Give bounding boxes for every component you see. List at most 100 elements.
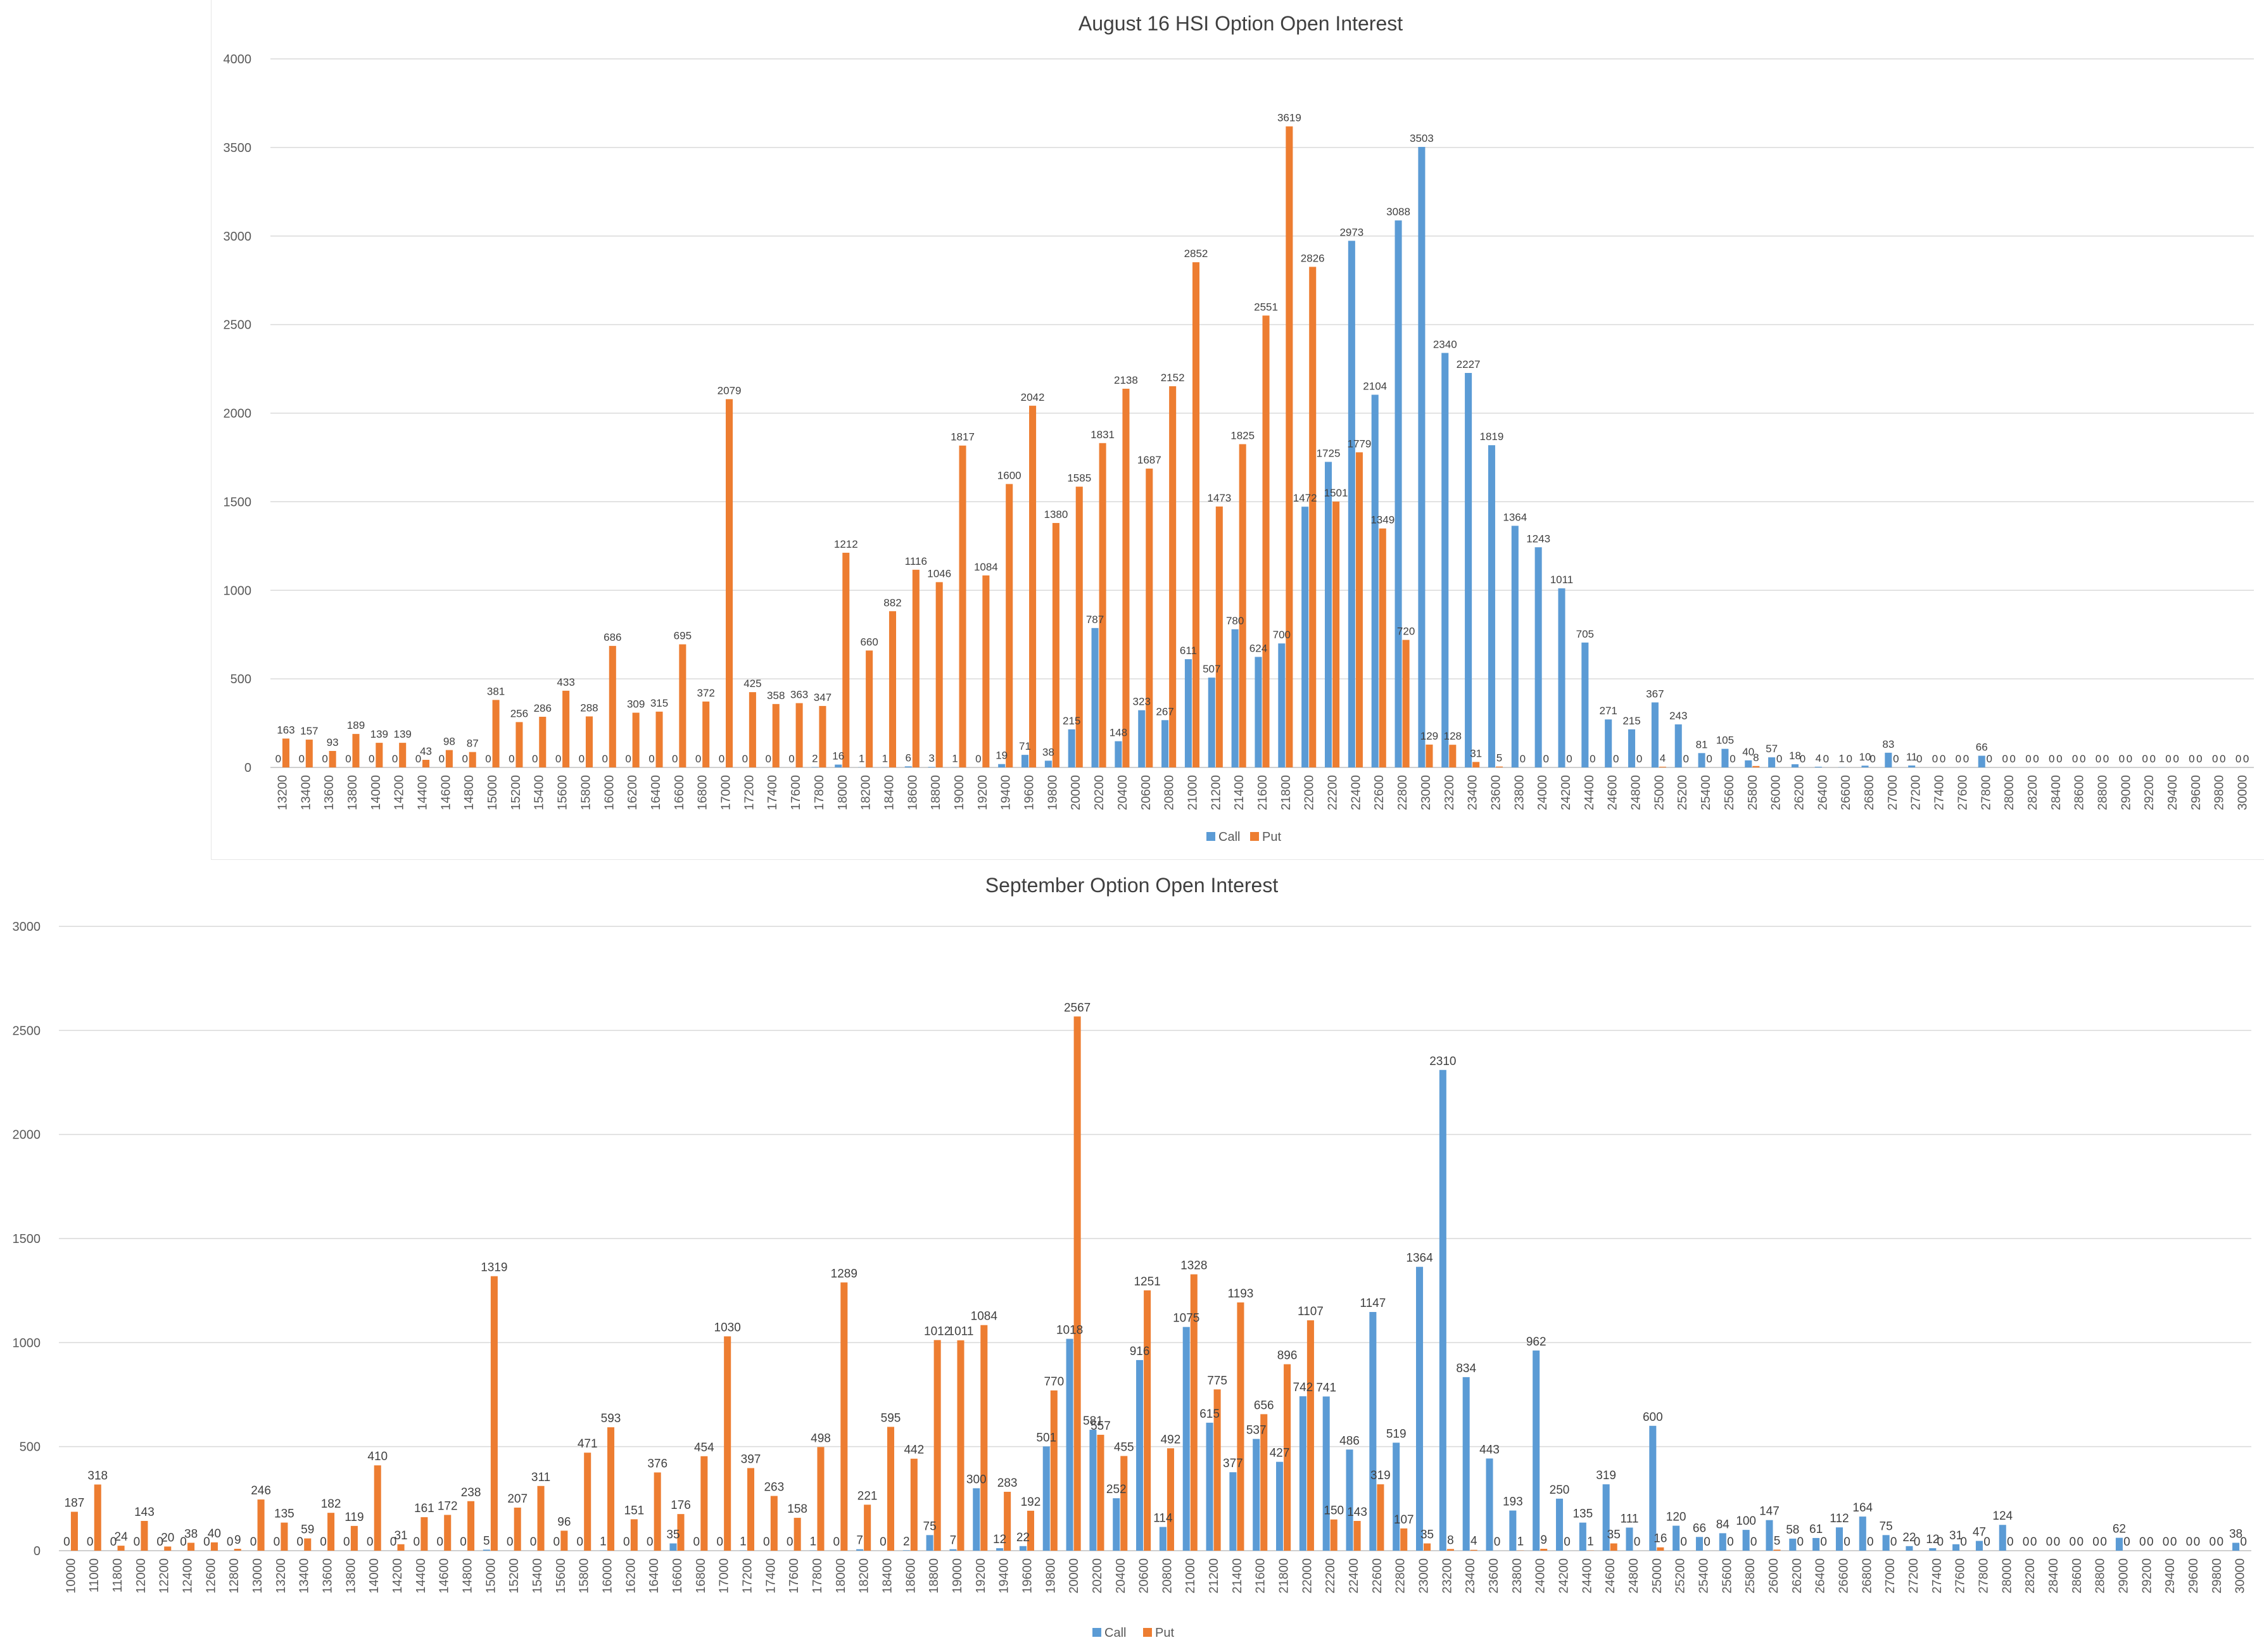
put-bar <box>1262 315 1270 767</box>
x-tick-label: 25200 <box>1674 1558 1688 1594</box>
call-data-label: 962 <box>1526 1335 1546 1349</box>
call-bar <box>1579 1522 1586 1551</box>
x-tick-label: 28200 <box>2026 775 2040 810</box>
put-bar <box>444 1515 452 1551</box>
call-bar <box>1066 1339 1073 1551</box>
call-bar <box>483 1549 490 1551</box>
put-bar <box>864 1504 871 1551</box>
x-tick-label: 26800 <box>1862 775 1876 810</box>
x-tick-label: 27000 <box>1886 775 1900 810</box>
call-data-label: 22 <box>1016 1531 1030 1544</box>
put-data-label: 770 <box>1044 1375 1064 1389</box>
put-bar <box>1449 745 1457 767</box>
call-bar <box>1393 1442 1400 1551</box>
legend-call-swatch <box>1092 1628 1101 1637</box>
x-tick-label: 24600 <box>1606 775 1620 810</box>
x-tick-label: 15000 <box>484 1558 498 1594</box>
x-tick-label: 28000 <box>2002 775 2016 810</box>
x-tick-label: 22800 <box>1396 775 1410 810</box>
put-data-label: 0 <box>1520 753 1526 765</box>
call-data-label: 0 <box>322 753 327 765</box>
put-data-label: 0 <box>2077 1535 2084 1549</box>
put-bar <box>655 711 663 767</box>
put-data-label: 0 <box>1704 1535 1711 1549</box>
put-bar <box>724 1336 731 1551</box>
x-tick-label: 25400 <box>1699 775 1713 810</box>
put-data-label: 286 <box>534 702 552 714</box>
put-data-label: 20 <box>161 1531 174 1544</box>
x-tick-label: 14200 <box>391 1558 405 1594</box>
call-data-label: 0 <box>2069 1535 2076 1549</box>
x-tick-label: 29400 <box>2163 1558 2177 1594</box>
x-tick-label: 18200 <box>859 775 873 810</box>
put-bar <box>935 582 943 767</box>
put-data-label: 0 <box>1940 753 1945 765</box>
put-data-label: 0 <box>1566 753 1572 765</box>
x-tick-label: 21400 <box>1232 775 1246 810</box>
call-bar <box>973 1488 980 1551</box>
call-bar <box>1766 1520 1773 1551</box>
call-data-label: 22 <box>1902 1531 1916 1544</box>
put-data-label: 288 <box>580 702 598 714</box>
x-tick-label: 29400 <box>2166 775 2180 810</box>
call-data-label: 0 <box>672 753 678 765</box>
put-data-label: 410 <box>367 1450 388 1463</box>
call-bar <box>1394 220 1402 768</box>
put-bar <box>376 743 383 767</box>
put-bar <box>304 1538 312 1551</box>
call-data-label: 114 <box>1153 1512 1173 1525</box>
x-tick-label: 18600 <box>904 1558 918 1594</box>
call-data-label: 0 <box>367 1535 374 1549</box>
put-bar <box>1029 405 1037 767</box>
x-tick-label: 26600 <box>1837 1558 1850 1594</box>
x-tick-label: 18000 <box>834 1558 848 1594</box>
call-data-label: 0 <box>579 753 585 765</box>
y-tick-label: 3000 <box>224 230 252 244</box>
put-data-label: 2138 <box>1114 374 1138 386</box>
put-data-label: 0 <box>2054 1535 2061 1549</box>
call-data-label: 0 <box>296 1535 303 1549</box>
call-data-label: 600 <box>1643 1411 1663 1424</box>
x-tick-label: 13400 <box>299 775 313 810</box>
put-data-label: 0 <box>2147 1535 2154 1549</box>
put-data-label: 1380 <box>1044 508 1068 520</box>
x-tick-label: 16200 <box>624 1558 638 1594</box>
put-bar <box>982 575 990 767</box>
september-legend: Call Put <box>1092 1626 1174 1640</box>
put-data-label: 0 <box>1963 753 1969 765</box>
put-data-label: 0 <box>2240 1535 2247 1549</box>
legend-put-label: Put <box>1262 830 1281 844</box>
call-bar <box>1136 1359 1144 1551</box>
august-x-ticks: 13200 13400 13600 13800 14000 14200 14400 14600… <box>275 775 2249 810</box>
put-data-label: 0 <box>1983 1535 1990 1549</box>
call-data-label: 787 <box>1086 614 1104 626</box>
september-chart-title: September Option Open Interest <box>985 874 1279 897</box>
x-tick-label: 27200 <box>1907 1558 1921 1594</box>
put-bar <box>1099 443 1106 767</box>
put-data-label: 0 <box>2033 753 2039 765</box>
x-tick-label: 17400 <box>766 775 780 810</box>
call-data-label: 193 <box>1503 1496 1523 1509</box>
y-tick-label: 1500 <box>224 495 252 509</box>
put-bar <box>1377 1484 1384 1551</box>
x-tick-label: 20000 <box>1069 775 1083 810</box>
call-bar <box>1462 1377 1470 1551</box>
call-data-label: 38 <box>2229 1528 2242 1541</box>
put-bar <box>819 705 826 767</box>
x-tick-label: 13400 <box>298 1558 312 1594</box>
put-bar <box>1146 469 1153 767</box>
call-data-label: 81 <box>1696 738 1708 750</box>
x-tick-label: 17800 <box>811 1558 825 1594</box>
put-data-label: 0 <box>2127 753 2132 765</box>
call-bar <box>835 764 842 767</box>
call-data-label: 0 <box>509 753 514 765</box>
put-data-label: 2551 <box>1254 301 1278 313</box>
put-bar <box>492 700 500 767</box>
call-data-label: 2227 <box>1457 358 1481 370</box>
x-tick-label: 19600 <box>1023 775 1037 810</box>
x-tick-label: 23800 <box>1510 1558 1524 1594</box>
put-bar <box>282 738 289 767</box>
call-bar <box>1231 629 1239 767</box>
call-data-label: 1075 <box>1173 1312 1199 1325</box>
call-data-label: 0 <box>647 1535 654 1549</box>
